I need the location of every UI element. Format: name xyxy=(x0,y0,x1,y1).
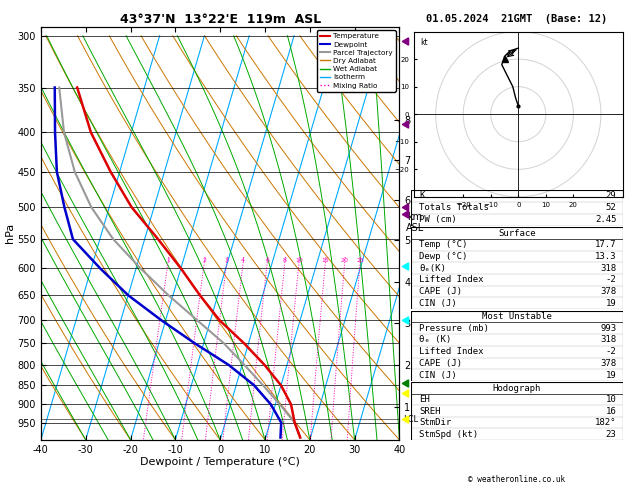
Text: θₑ(K): θₑ(K) xyxy=(419,264,446,273)
Text: θₑ (K): θₑ (K) xyxy=(419,335,452,345)
Text: StmSpd (kt): StmSpd (kt) xyxy=(419,430,478,438)
Legend: Temperature, Dewpoint, Parcel Trajectory, Dry Adiabat, Wet Adiabat, Isotherm, Mi: Temperature, Dewpoint, Parcel Trajectory… xyxy=(316,30,396,91)
Text: 20: 20 xyxy=(341,258,348,263)
Text: 13.3: 13.3 xyxy=(595,252,616,261)
Y-axis label: km
ASL: km ASL xyxy=(406,212,424,233)
Text: LCL: LCL xyxy=(403,415,418,424)
Text: Dewp (°C): Dewp (°C) xyxy=(419,252,467,261)
Text: kt: kt xyxy=(420,38,428,47)
Text: StmDir: StmDir xyxy=(419,418,452,427)
Text: CAPE (J): CAPE (J) xyxy=(419,287,462,296)
Text: 19: 19 xyxy=(606,299,616,308)
Text: Lifted Index: Lifted Index xyxy=(419,347,484,356)
Text: PW (cm): PW (cm) xyxy=(419,215,457,225)
Text: 3: 3 xyxy=(225,258,229,263)
Text: SREH: SREH xyxy=(419,407,441,416)
Text: 1: 1 xyxy=(166,258,170,263)
Text: 2: 2 xyxy=(203,258,206,263)
Y-axis label: hPa: hPa xyxy=(4,223,14,243)
Text: 25: 25 xyxy=(356,258,364,263)
Text: K: K xyxy=(419,191,425,200)
Text: 10: 10 xyxy=(295,258,303,263)
Text: 182°: 182° xyxy=(595,418,616,427)
Text: CIN (J): CIN (J) xyxy=(419,371,457,380)
Text: 378: 378 xyxy=(600,287,616,296)
Text: CAPE (J): CAPE (J) xyxy=(419,359,462,368)
Text: 318: 318 xyxy=(600,335,616,345)
Text: Lifted Index: Lifted Index xyxy=(419,276,484,284)
Text: 10: 10 xyxy=(606,395,616,404)
Text: 01.05.2024  21GMT  (Base: 12): 01.05.2024 21GMT (Base: 12) xyxy=(426,14,608,24)
Text: 29: 29 xyxy=(606,191,616,200)
Text: © weatheronline.co.uk: © weatheronline.co.uk xyxy=(468,474,565,484)
Text: Surface: Surface xyxy=(498,229,535,238)
Text: 16: 16 xyxy=(606,407,616,416)
Text: -2: -2 xyxy=(606,276,616,284)
Text: 4: 4 xyxy=(241,258,245,263)
Text: 318: 318 xyxy=(600,264,616,273)
Text: 993: 993 xyxy=(600,324,616,333)
Text: 52: 52 xyxy=(606,203,616,212)
X-axis label: Dewpoint / Temperature (°C): Dewpoint / Temperature (°C) xyxy=(140,457,300,468)
Text: 15: 15 xyxy=(321,258,329,263)
Text: 8: 8 xyxy=(283,258,287,263)
Title: 43°37'N  13°22'E  119m  ASL: 43°37'N 13°22'E 119m ASL xyxy=(120,13,321,26)
Text: 378: 378 xyxy=(600,359,616,368)
Text: Most Unstable: Most Unstable xyxy=(482,312,552,321)
Text: Temp (°C): Temp (°C) xyxy=(419,241,467,249)
Text: 17.7: 17.7 xyxy=(595,241,616,249)
Text: Pressure (mb): Pressure (mb) xyxy=(419,324,489,333)
Text: 19: 19 xyxy=(606,371,616,380)
Text: Totals Totals: Totals Totals xyxy=(419,203,489,212)
Text: 23: 23 xyxy=(606,430,616,438)
Text: -2: -2 xyxy=(606,347,616,356)
Text: 2.45: 2.45 xyxy=(595,215,616,225)
Text: Hodograph: Hodograph xyxy=(493,384,541,393)
Text: CIN (J): CIN (J) xyxy=(419,299,457,308)
Text: 6: 6 xyxy=(265,258,269,263)
Text: EH: EH xyxy=(419,395,430,404)
